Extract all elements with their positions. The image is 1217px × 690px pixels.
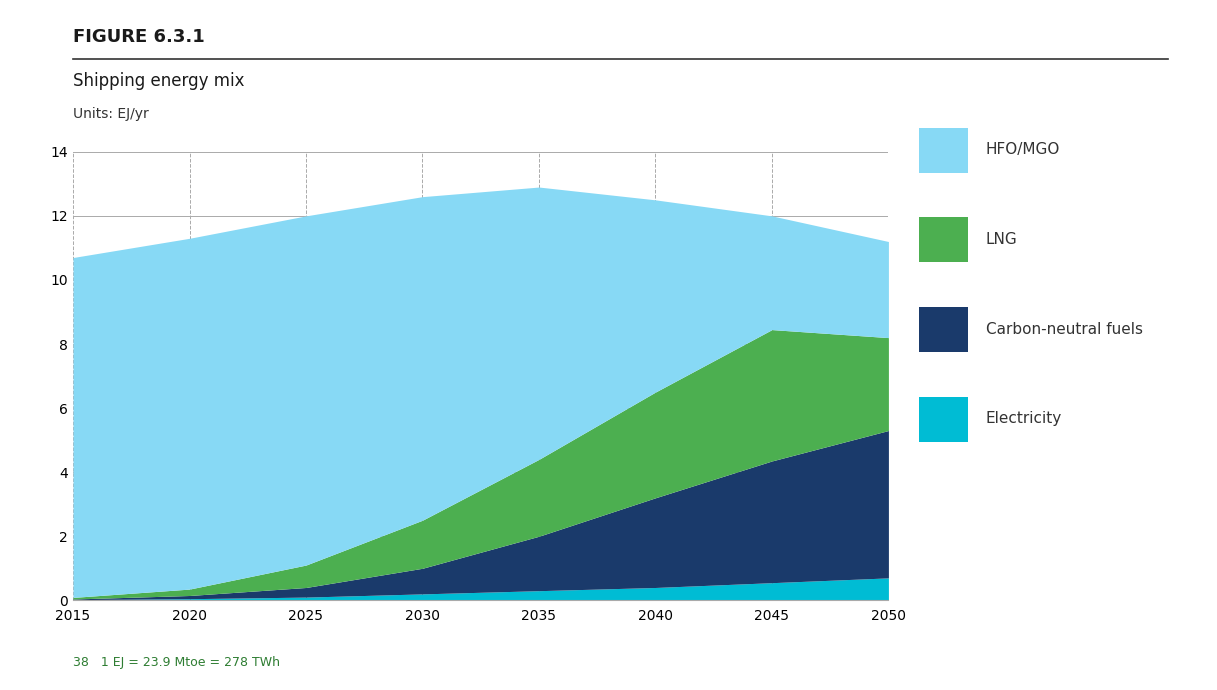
Text: HFO/MGO: HFO/MGO bbox=[986, 142, 1060, 157]
Text: 38   1 EJ = 23.9 Mtoe = 278 TWh: 38 1 EJ = 23.9 Mtoe = 278 TWh bbox=[73, 656, 280, 669]
Text: Units: EJ/yr: Units: EJ/yr bbox=[73, 107, 148, 121]
Text: LNG: LNG bbox=[986, 232, 1017, 247]
Text: Electricity: Electricity bbox=[986, 411, 1062, 426]
Text: Shipping energy mix: Shipping energy mix bbox=[73, 72, 245, 90]
Text: Carbon-neutral fuels: Carbon-neutral fuels bbox=[986, 322, 1143, 337]
Text: FIGURE 6.3.1: FIGURE 6.3.1 bbox=[73, 28, 204, 46]
